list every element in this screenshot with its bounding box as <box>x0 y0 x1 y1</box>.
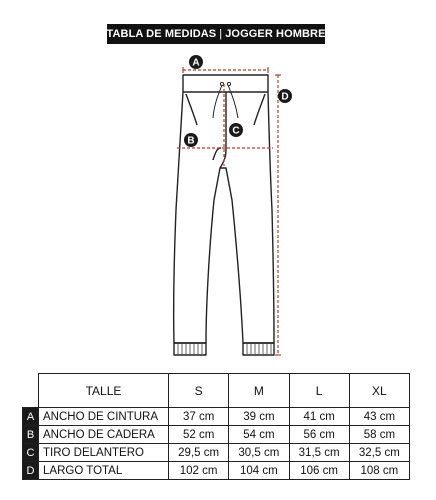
drawstring <box>212 81 239 119</box>
row-label: ANCHO DE CINTURA <box>38 407 169 426</box>
cell-s: 52 cm <box>167 425 230 444</box>
cell-l: 106 cm <box>288 461 350 480</box>
size-table-header: TALLE S M L XL <box>22 373 411 408</box>
cell-m: 39 cm <box>228 407 290 426</box>
badge-b-label: B <box>187 136 194 147</box>
badge-b: B <box>184 133 198 147</box>
title-banner: TABLA DE MEDIDAS | JOGGER HOMBRE <box>106 24 326 44</box>
badge-d: D <box>278 89 292 103</box>
waistband <box>182 74 269 93</box>
header-talle: TALLE <box>38 373 169 408</box>
header-size-m: M <box>228 373 290 408</box>
table-row: A ANCHO DE CINTURA 37 cm 39 cm 41 cm 43 … <box>22 407 411 426</box>
cell-s: 102 cm <box>167 461 230 480</box>
header-size-xl: XL <box>348 373 411 408</box>
pocket-left <box>185 93 198 126</box>
badge-a: A <box>189 55 203 69</box>
title-right: JOGGER HOMBRE <box>225 28 326 40</box>
header-size-s: S <box>167 373 230 408</box>
title-separator: | <box>219 28 223 40</box>
jogger-figure: A B C D <box>0 50 436 370</box>
jogger-diagram: A B C D <box>172 55 292 356</box>
cuff-right <box>242 342 275 356</box>
row-letter: B <box>22 425 39 444</box>
cell-m: 30,5 cm <box>228 443 290 462</box>
cell-m: 104 cm <box>228 461 290 480</box>
header-size-l: L <box>288 373 350 408</box>
cuff-left <box>173 342 207 356</box>
fly-seam <box>219 92 227 169</box>
cell-l: 41 cm <box>288 407 350 426</box>
cell-l: 56 cm <box>288 425 350 444</box>
row-label: LARGO TOTAL <box>38 461 169 480</box>
table-row: C TIRO DELANTERO 29,5 cm 30,5 cm 31,5 cm… <box>22 443 411 462</box>
cuff-ribbing <box>177 344 272 354</box>
pants-body <box>172 91 275 344</box>
fly-curve <box>212 147 222 161</box>
cell-m: 54 cm <box>228 425 290 444</box>
cell-xl: 58 cm <box>348 425 411 444</box>
size-table: TALLE S M L XL A ANCHO DE CINTURA 37 cm … <box>22 373 411 480</box>
row-letter: A <box>22 407 39 426</box>
cell-xl: 43 cm <box>348 407 411 426</box>
row-label: ANCHO DE CADERA <box>38 425 169 444</box>
pocket-right <box>253 93 266 126</box>
row-label: TIRO DELANTERO <box>38 443 169 462</box>
header-letter-spacer <box>22 373 39 408</box>
row-letter: C <box>22 443 39 462</box>
title-left: TABLA DE MEDIDAS <box>106 28 217 40</box>
badge-d-label: D <box>281 92 288 103</box>
badge-c: C <box>229 123 243 137</box>
cell-s: 29,5 cm <box>167 443 230 462</box>
cell-s: 37 cm <box>167 407 230 426</box>
table-row: B ANCHO DE CADERA 52 cm 54 cm 56 cm 58 c… <box>22 425 411 444</box>
table-row: D LARGO TOTAL 102 cm 104 cm 106 cm 108 c… <box>22 461 411 480</box>
row-letter: D <box>22 461 39 480</box>
cell-l: 31,5 cm <box>288 443 350 462</box>
guide-ticks <box>182 67 281 356</box>
badge-a-label: A <box>192 58 199 69</box>
cell-xl: 32,5 cm <box>348 443 411 462</box>
measurement-guides <box>177 69 279 355</box>
cell-xl: 108 cm <box>348 461 411 480</box>
badge-c-label: C <box>232 126 239 137</box>
